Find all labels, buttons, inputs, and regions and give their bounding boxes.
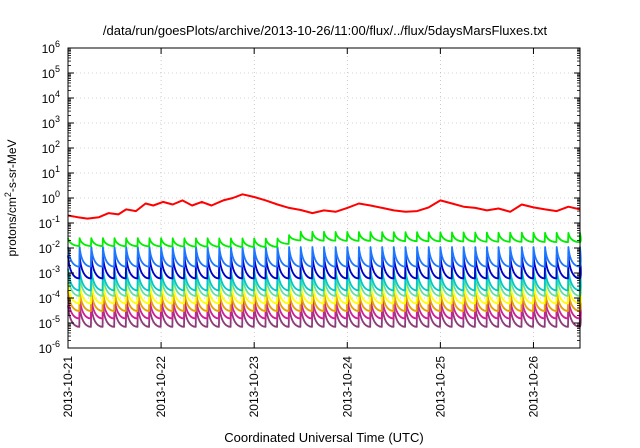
y-tick-label: 10-4 [39,289,60,306]
y-tick-label: 10-2 [39,239,60,256]
y-tick-exp: 0 [55,189,60,199]
y-tick-base: 10 [39,217,53,231]
y-axis-label: protons/cm2-s-sr-MeV [3,139,19,256]
series-line [67,230,582,248]
y-tick-label: 10-5 [39,314,60,331]
y-tick-exp: 6 [55,39,60,49]
y-tick-label: 100 [42,189,60,206]
y-tick-base: 10 [39,317,53,331]
x-tick-label: 2013-10-22 [154,356,168,418]
y-tick-exp: -4 [52,289,60,299]
y-tick-exp: -1 [52,214,60,224]
y-tick-exp: 2 [55,139,60,149]
y-tick-label: 102 [42,139,60,156]
y-tick-base: 10 [42,42,56,56]
series-line [67,296,582,320]
y-tick-base: 10 [42,67,56,81]
y-tick-exp: -3 [52,264,60,274]
y-tick-base: 10 [42,117,56,131]
y-tick-base: 10 [39,242,53,256]
series-line [67,246,582,268]
x-tick-label: 2013-10-25 [433,356,447,418]
y-tick-label: 10-6 [39,339,60,356]
x-axis-label: Coordinated Universal Time (UTC) [224,430,423,445]
y-tick-base: 10 [42,142,56,156]
chart-title: /data/run/goesPlots/archive/2013-10-26/1… [103,23,548,38]
x-tick-label: 2013-10-23 [247,356,261,418]
series-line [67,282,582,305]
series-layer [67,193,582,328]
y-tick-label: 105 [42,64,60,81]
y-tick-label: 104 [42,89,60,106]
y-tick-base: 10 [42,92,56,106]
y-tick-exp: -2 [52,239,60,249]
y-tick-exp: -5 [52,314,60,324]
y-tick-exp: 5 [55,64,60,74]
y-tick-label: 101 [42,164,60,181]
y-tick-base: 10 [39,342,53,356]
y-tick-label: 103 [42,114,60,131]
y-axis-label-sup: 2 [3,192,13,197]
y-tick-exp: 4 [55,89,60,99]
series-line [67,273,582,297]
series-line [67,254,582,280]
y-tick-label: 106 [42,39,60,56]
y-tick-base: 10 [39,267,53,281]
y-axis-label-rest: -s-sr-MeV [5,139,19,192]
series-line [67,304,582,328]
y-tick-exp: 3 [55,114,60,124]
y-tick-base: 10 [39,292,53,306]
series-line [67,193,581,220]
y-axis-ticks: 10-610-510-410-310-210-11001011021031041… [39,39,580,356]
y-tick-exp: 1 [55,164,60,174]
x-tick-label: 2013-10-26 [526,356,540,418]
y-tick-base: 10 [42,167,56,181]
x-axis-ticks: 2013-10-21 2013-10-22 2013-10-23 2013-10-24… [61,48,540,417]
x-tick-label: 2013-10-21 [61,356,75,418]
y-axis-label-base: protons/cm [5,197,19,256]
y-tick-exp: -6 [52,339,60,349]
y-tick-label: 10-1 [39,214,60,231]
series-line [67,289,582,312]
series-line [67,267,582,292]
y-tick-label: 10-3 [39,264,60,281]
x-tick-label: 2013-10-24 [340,356,354,418]
y-tick-base: 10 [42,192,56,206]
